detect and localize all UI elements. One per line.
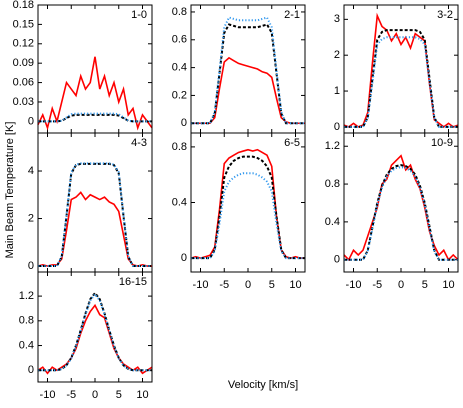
y-tick-label: 0 (28, 260, 34, 272)
y-tick-label: 0.4 (325, 216, 340, 228)
line-series (38, 162, 152, 268)
line-series (191, 56, 305, 125)
y-tick-label: 0.2 (172, 89, 187, 101)
x-tick-label: -5 (372, 279, 382, 291)
line-series (38, 292, 152, 372)
panel-frame (37, 132, 153, 273)
y-tick-label: 0 (181, 252, 187, 264)
y-tick-label: 0.4 (172, 196, 187, 208)
panel-label: 2-1 (284, 9, 300, 21)
line-series (343, 154, 459, 262)
y-tick-label: 0.8 (19, 315, 34, 327)
x-tick-label: -10 (40, 389, 56, 401)
line-series (37, 303, 153, 375)
line-series (37, 56, 153, 131)
panel-frame (37, 271, 153, 383)
y-tick-label: 0 (28, 364, 34, 376)
panel-frame (190, 4, 306, 134)
line-series (38, 162, 152, 268)
panel-frame (343, 132, 459, 273)
x-tick-label: -5 (219, 279, 229, 291)
line-series (344, 166, 458, 261)
panel-label: 10-9 (431, 137, 453, 149)
y-tick-label: 0 (181, 117, 187, 129)
x-tick-label: 5 (116, 389, 122, 401)
y-tick-label: 1 (334, 85, 340, 97)
y-tick-label: 0.6 (172, 34, 187, 46)
line-series (343, 12, 459, 128)
x-tick-label: 0 (245, 279, 251, 291)
x-tick-label: 5 (422, 279, 428, 291)
x-tick-label: -5 (66, 389, 76, 401)
y-axis-label: Main Beam Temperature [K] (4, 122, 16, 259)
panel-label: 1-0 (131, 9, 147, 21)
x-tick-label: 0 (398, 279, 404, 291)
line-series (191, 155, 305, 260)
line-series (344, 164, 458, 261)
y-tick-label: 0.8 (325, 178, 340, 190)
y-tick-label: 0.03 (13, 96, 34, 108)
y-tick-label: 0.8 (172, 6, 187, 18)
x-tick-label: 10 (442, 279, 454, 291)
panel-label: 3-2 (437, 9, 453, 21)
x-tick-label: -10 (346, 279, 362, 291)
line-series (191, 23, 305, 125)
x-tick-label: 10 (289, 279, 301, 291)
y-tick-label: 0.06 (13, 76, 34, 88)
y-tick-label: 0 (334, 254, 340, 266)
y-tick-label: 2 (28, 212, 34, 224)
y-tick-label: 0.09 (13, 57, 34, 69)
line-series (191, 172, 305, 260)
line-series (190, 148, 305, 259)
y-tick-label: 2 (334, 49, 340, 61)
x-tick-label: 5 (269, 279, 275, 291)
panel-label: 16-15 (119, 276, 147, 288)
y-tick-label: 1.2 (325, 140, 340, 152)
x-axis-label: Velocity [km/s] (228, 379, 298, 391)
y-tick-label: 0.18 (13, 0, 34, 11)
panel-label: 4-3 (131, 137, 147, 149)
y-tick-label: 4 (28, 165, 34, 177)
line-series (37, 191, 152, 267)
x-tick-label: 10 (136, 389, 148, 401)
y-tick-label: 0.8 (172, 141, 187, 153)
y-tick-label: 1.2 (19, 290, 34, 302)
y-tick-label: 0.15 (13, 18, 34, 30)
x-tick-label: 0 (92, 389, 98, 401)
x-tick-label: -10 (193, 279, 209, 291)
y-tick-label: 0 (334, 121, 340, 133)
panel-label: 6-5 (284, 137, 300, 149)
line-series (344, 29, 458, 128)
panel-frame (343, 4, 459, 134)
line-series (38, 113, 152, 123)
y-tick-label: 0.12 (13, 38, 34, 50)
line-series (344, 36, 458, 128)
panel-frame (190, 132, 306, 273)
y-tick-label: 0.4 (19, 339, 34, 351)
y-tick-label: 0 (28, 115, 34, 127)
line-series (191, 16, 305, 125)
y-tick-label: 3 (334, 13, 340, 25)
y-tick-label: 0.4 (172, 62, 187, 74)
